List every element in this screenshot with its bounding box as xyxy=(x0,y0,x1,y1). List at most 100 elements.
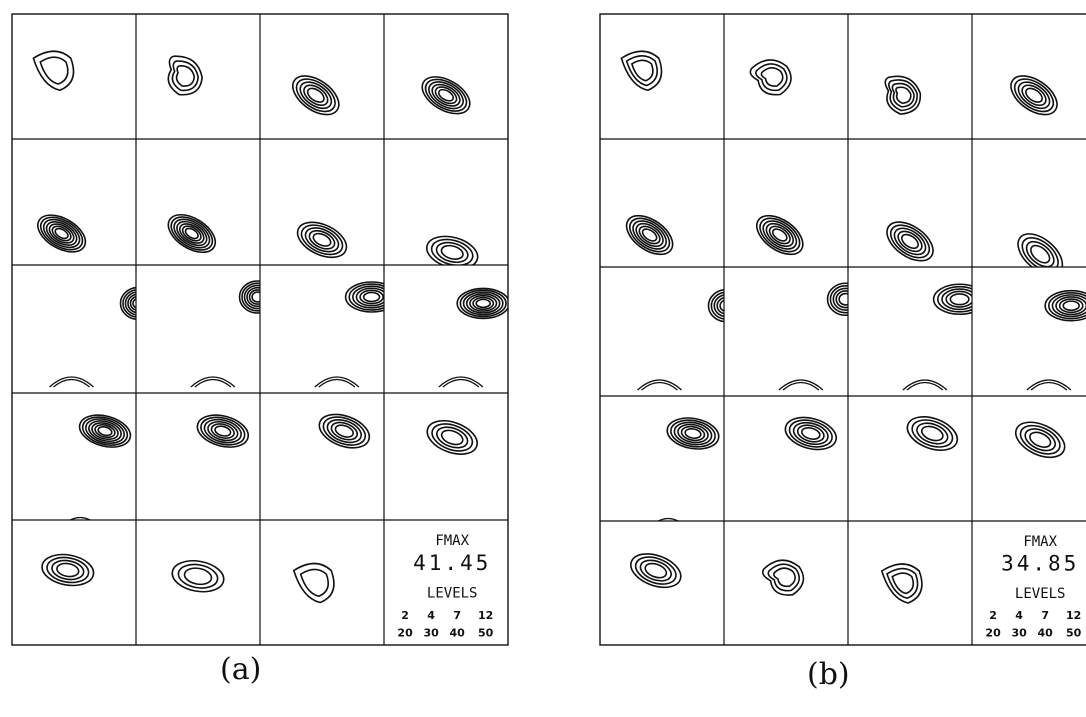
level-value: 40 xyxy=(450,626,466,639)
contour-arc xyxy=(782,381,820,391)
contour-ring xyxy=(1055,296,1086,316)
grid-border xyxy=(599,13,1086,646)
contour-ring xyxy=(629,217,671,253)
contour-ring xyxy=(436,426,469,449)
level-value: 2 xyxy=(401,609,409,622)
contour-cell xyxy=(292,562,335,604)
contour-ring xyxy=(901,233,919,250)
contour-ring xyxy=(635,222,664,248)
contour-ring xyxy=(784,416,838,451)
contour-ring xyxy=(243,284,260,310)
contour-ring xyxy=(945,290,972,308)
contour-ring xyxy=(177,563,219,589)
contour-ring xyxy=(312,232,332,247)
contour-ring xyxy=(1029,431,1052,448)
level-value: 4 xyxy=(427,609,435,622)
contour-ring xyxy=(435,241,469,264)
contour-cell xyxy=(778,282,848,391)
contour-ring xyxy=(179,223,205,244)
contour-ring xyxy=(456,287,508,320)
contour-ring xyxy=(326,419,363,444)
contour-ring xyxy=(39,216,84,251)
contour-ring xyxy=(91,422,119,441)
contour-cell xyxy=(657,417,720,521)
contour-cell xyxy=(749,59,792,96)
contour-ring xyxy=(826,282,848,317)
contour-ring xyxy=(84,418,126,444)
contour-ring xyxy=(81,416,129,446)
contour-ring xyxy=(1048,291,1086,320)
contour-ring xyxy=(430,238,474,265)
contour-ring xyxy=(129,295,136,311)
contour-arc xyxy=(314,376,360,388)
contour-ring xyxy=(1019,424,1061,455)
contour-ring xyxy=(246,286,260,308)
legend-box: FMAX 41.45 LEVELS 2 4 7 12 20 30 40 50 xyxy=(397,533,493,639)
contour-ring xyxy=(56,562,80,578)
contour-ring xyxy=(1058,298,1084,314)
contour-ring xyxy=(184,227,199,240)
contour-ring xyxy=(639,559,672,582)
contour-ring xyxy=(835,290,848,309)
contour-ring xyxy=(762,220,798,250)
contour-ring xyxy=(37,214,87,253)
level-value: 40 xyxy=(1038,626,1054,639)
contour-ring xyxy=(1015,421,1066,459)
contour-ring xyxy=(459,289,507,318)
contour-ring xyxy=(829,285,848,314)
contour-ring xyxy=(771,228,788,242)
contour-ring xyxy=(684,427,702,440)
contour-cell xyxy=(196,414,250,448)
contour-ring xyxy=(884,75,922,115)
contour-cell xyxy=(902,283,972,391)
level-value: 50 xyxy=(478,626,494,639)
contour-arc xyxy=(53,378,90,388)
fmax-label: FMAX xyxy=(1023,534,1057,550)
contour-ring xyxy=(625,214,674,256)
contour-ring xyxy=(1062,300,1080,312)
caption-b: (b) xyxy=(807,657,850,692)
contour-cell xyxy=(292,75,340,116)
contour-ring xyxy=(440,429,464,446)
contour-ring xyxy=(666,417,720,450)
contour-ring xyxy=(54,227,69,240)
contour-ring xyxy=(673,421,713,446)
contour-ring xyxy=(632,220,667,250)
contour-ring xyxy=(760,67,784,87)
level-value: 4 xyxy=(1015,609,1023,622)
contour-ring xyxy=(48,223,75,244)
contour-cell xyxy=(630,553,682,589)
contour-ring xyxy=(936,285,972,313)
contour-ring xyxy=(1017,81,1051,110)
contour-cell xyxy=(884,75,922,115)
contour-ring xyxy=(94,424,116,439)
contour-ring xyxy=(638,225,661,245)
contour-ring xyxy=(122,289,136,318)
contour-cell xyxy=(425,235,479,265)
contour-ring xyxy=(171,60,200,92)
contour-ring xyxy=(773,567,796,588)
level-value: 12 xyxy=(1066,609,1081,622)
contour-ring xyxy=(1017,233,1064,267)
contour-arc xyxy=(318,378,356,388)
contour-ring xyxy=(426,420,478,455)
contour-ring xyxy=(801,427,821,440)
contour-ring xyxy=(330,421,359,441)
contour-ring xyxy=(348,283,384,311)
contour-ring xyxy=(472,296,495,311)
contour-ring xyxy=(41,553,95,587)
contour-ring xyxy=(352,285,384,309)
contour-ring xyxy=(355,287,384,307)
contour-ring xyxy=(431,423,474,452)
level-value: 7 xyxy=(1041,609,1049,622)
contour-ring xyxy=(440,244,464,260)
contour-ring xyxy=(173,218,211,249)
contour-ring xyxy=(51,559,85,581)
contour-cell xyxy=(167,213,217,254)
contour-ring xyxy=(167,213,217,254)
contour-arc xyxy=(906,381,944,391)
level-value: 2 xyxy=(989,609,997,622)
contour-cell xyxy=(190,280,260,388)
contour-cell xyxy=(761,559,805,596)
